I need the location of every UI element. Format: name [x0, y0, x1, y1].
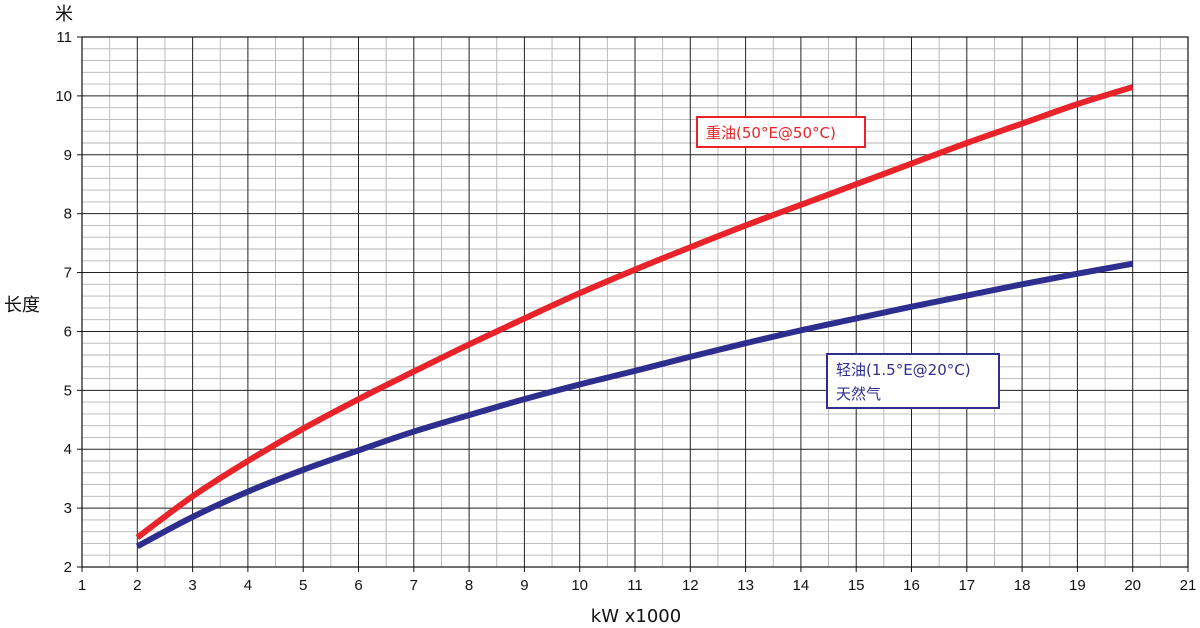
legend-natural-gas-label: 天然气 — [836, 385, 881, 403]
x-tick-label: 17 — [958, 577, 975, 594]
legend-light-oil-label: 轻油(1.5°E@20°C) — [836, 361, 971, 379]
major-grid — [81, 36, 1189, 568]
legend-heavy-oil: 重油(50°E@50°C) — [696, 116, 866, 148]
x-tick-label: 12 — [682, 577, 699, 594]
x-tick-label: 13 — [737, 577, 754, 594]
x-tick-label: 2 — [133, 577, 141, 594]
series-light-oil-line — [135, 260, 1134, 550]
legend-light-oil-box — [826, 353, 1000, 409]
x-tick-label: 6 — [354, 577, 362, 594]
legend-light-oil-gas: 轻油(1.5°E@20°C) 天然气 — [826, 353, 1000, 409]
x-tick-label: 1 — [78, 577, 86, 594]
x-tick-label: 10 — [571, 577, 588, 594]
legend-heavy-oil-box — [696, 116, 866, 148]
x-tick-label: 19 — [1069, 577, 1086, 594]
x-tick-label: 7 — [410, 577, 418, 594]
series-heavy-oil-line — [135, 84, 1134, 540]
x-tick-label: 8 — [465, 577, 473, 594]
x-tick-label: 14 — [793, 577, 810, 594]
y-tick-label: 7 — [64, 265, 72, 282]
x-tick-label: 15 — [848, 577, 865, 594]
y-axis-title: 长度 — [4, 295, 40, 316]
y-axis-unit: 米 — [55, 4, 73, 25]
y-tick-label: 8 — [64, 206, 72, 223]
x-tick-label: 18 — [1014, 577, 1031, 594]
x-tick-label: 5 — [299, 577, 307, 594]
x-tick-label: 21 — [1180, 577, 1197, 594]
x-tick-label: 20 — [1124, 577, 1141, 594]
y-tick-label: 4 — [64, 441, 72, 458]
y-tick-label: 3 — [64, 500, 72, 517]
y-tick-label: 10 — [55, 88, 72, 105]
y-tick-label: 11 — [56, 29, 72, 46]
x-tick-label: 11 — [627, 577, 643, 594]
x-tick-label: 3 — [188, 577, 196, 594]
y-tick-label: 9 — [64, 147, 72, 164]
x-axis-ticks: 1 2 3 4 5 6 7 8 9 10 11 12 13 14 15 16 17 18 19 20 21 — [78, 567, 1197, 594]
legend-heavy-oil-label: 重油(50°E@50°C) — [706, 124, 836, 142]
y-axis-ticks: 2 3 4 5 6 7 8 9 10 11 — [55, 29, 82, 576]
y-tick-label: 5 — [64, 382, 72, 399]
x-axis-title: kW x1000 — [591, 606, 681, 627]
x-tick-label: 9 — [520, 577, 528, 594]
x-tick-label: 4 — [244, 577, 252, 594]
series-layer — [135, 84, 1134, 550]
y-tick-label: 6 — [64, 323, 72, 340]
x-tick-label: 16 — [903, 577, 920, 594]
y-tick-label: 2 — [64, 559, 72, 576]
